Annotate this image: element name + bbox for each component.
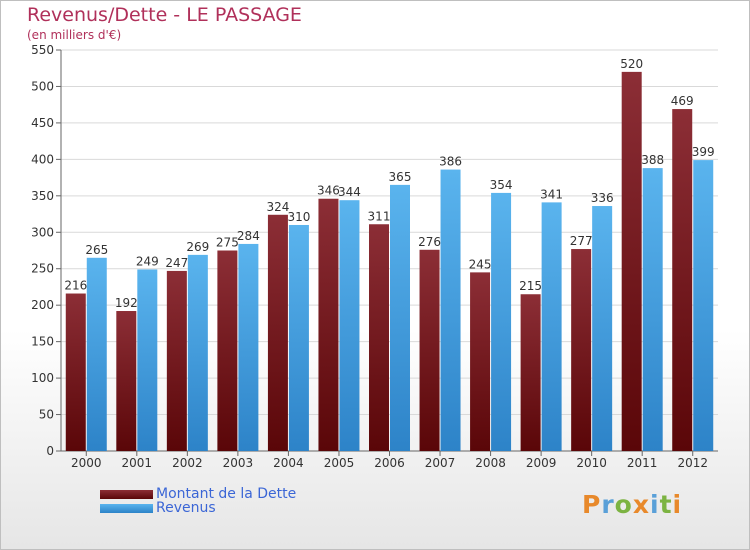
data-label-revenus: 249 xyxy=(136,254,159,268)
data-label-revenus: 336 xyxy=(591,191,614,205)
proxiti-logo: Proxiti xyxy=(582,490,683,519)
data-label-revenus: 386 xyxy=(439,155,462,169)
data-label-dette: 276 xyxy=(418,235,441,249)
data-label-dette: 311 xyxy=(368,209,391,223)
y-tick-label: 50 xyxy=(39,408,54,422)
x-tick-label: 2012 xyxy=(677,456,708,470)
bar-dette xyxy=(520,294,541,451)
x-tick-label: 2008 xyxy=(475,456,506,470)
data-label-dette: 245 xyxy=(469,257,492,271)
bar-dette xyxy=(470,272,491,451)
data-label-revenus: 310 xyxy=(287,210,310,224)
bar-dette xyxy=(217,250,238,451)
y-tick-label: 300 xyxy=(31,225,54,239)
y-tick-label: 150 xyxy=(31,335,54,349)
data-label-dette: 520 xyxy=(620,57,643,71)
x-tick-label: 2004 xyxy=(273,456,304,470)
x-tick-label: 2007 xyxy=(425,456,456,470)
data-label-revenus: 365 xyxy=(389,170,412,184)
y-tick-label: 0 xyxy=(46,444,54,458)
y-tick-label: 450 xyxy=(31,116,54,130)
x-tick-label: 2009 xyxy=(526,456,557,470)
data-label-revenus: 284 xyxy=(237,229,260,243)
data-label-revenus: 354 xyxy=(490,178,513,192)
data-label-dette: 215 xyxy=(519,279,542,293)
data-label-revenus: 341 xyxy=(540,187,563,201)
legend-label-revenus: Revenus xyxy=(156,500,216,516)
bar-dette xyxy=(116,311,137,451)
bar-revenus xyxy=(693,160,714,452)
legend-label-dette: Montant de la Dette xyxy=(156,486,297,502)
bar-dette xyxy=(267,214,288,451)
data-label-revenus: 265 xyxy=(85,243,108,257)
data-label-revenus: 269 xyxy=(186,240,209,254)
bar-revenus xyxy=(187,254,208,451)
bar-dette xyxy=(318,198,339,451)
bar-dette xyxy=(672,109,693,451)
x-tick-label: 2011 xyxy=(627,456,658,470)
bar-dette xyxy=(65,293,86,451)
x-tick-label: 2001 xyxy=(122,456,153,470)
data-label-revenus: 388 xyxy=(641,153,664,167)
data-label-revenus: 344 xyxy=(338,185,361,199)
y-tick-label: 550 xyxy=(31,43,54,57)
legend-item-revenus: Revenus xyxy=(100,500,216,516)
x-tick-label: 2006 xyxy=(374,456,405,470)
bar-revenus xyxy=(288,224,309,451)
legend-swatch-dette xyxy=(100,489,153,499)
bar-revenus xyxy=(339,200,360,451)
legend-item-dette: Montant de la Dette xyxy=(100,486,296,502)
x-tick-label: 2000 xyxy=(71,456,102,470)
y-tick-label: 500 xyxy=(31,79,54,93)
bar-revenus xyxy=(137,269,158,451)
bar-revenus xyxy=(390,184,410,451)
chart-subtitle: (en milliers d'€) xyxy=(27,28,122,42)
data-label-dette: 277 xyxy=(570,234,593,248)
bar-revenus xyxy=(491,192,512,451)
data-label-revenus: 399 xyxy=(692,145,715,159)
data-label-dette: 247 xyxy=(165,256,188,270)
y-tick-label: 200 xyxy=(31,298,54,312)
chart-title: Revenus/Dette - LE PASSAGE xyxy=(27,4,302,26)
y-tick-label: 100 xyxy=(31,371,54,385)
y-tick-label: 400 xyxy=(31,152,54,166)
data-label-dette: 192 xyxy=(115,296,138,310)
bar-revenus xyxy=(86,257,107,451)
y-tick-label: 350 xyxy=(31,189,54,203)
data-label-dette: 216 xyxy=(64,279,87,293)
data-label-dette: 324 xyxy=(266,200,289,214)
data-label-dette: 275 xyxy=(216,236,239,250)
bar-revenus xyxy=(541,202,562,451)
x-tick-label: 2003 xyxy=(223,456,254,470)
bar-revenus xyxy=(440,169,461,451)
bar-revenus xyxy=(592,206,613,451)
x-tick-label: 2005 xyxy=(324,456,355,470)
bar-revenus xyxy=(642,168,663,451)
data-label-dette: 346 xyxy=(317,184,340,198)
bar-dette xyxy=(166,270,187,451)
bar-revenus xyxy=(238,243,259,451)
x-tick-label: 2002 xyxy=(172,456,203,470)
bar-dette xyxy=(419,249,440,451)
bar-dette xyxy=(621,71,642,451)
data-label-dette: 469 xyxy=(671,94,694,108)
legend-swatch-revenus xyxy=(100,503,153,513)
bar-dette xyxy=(571,249,592,451)
bar-dette xyxy=(369,224,389,451)
x-tick-label: 2010 xyxy=(576,456,607,470)
y-tick-label: 250 xyxy=(31,262,54,276)
